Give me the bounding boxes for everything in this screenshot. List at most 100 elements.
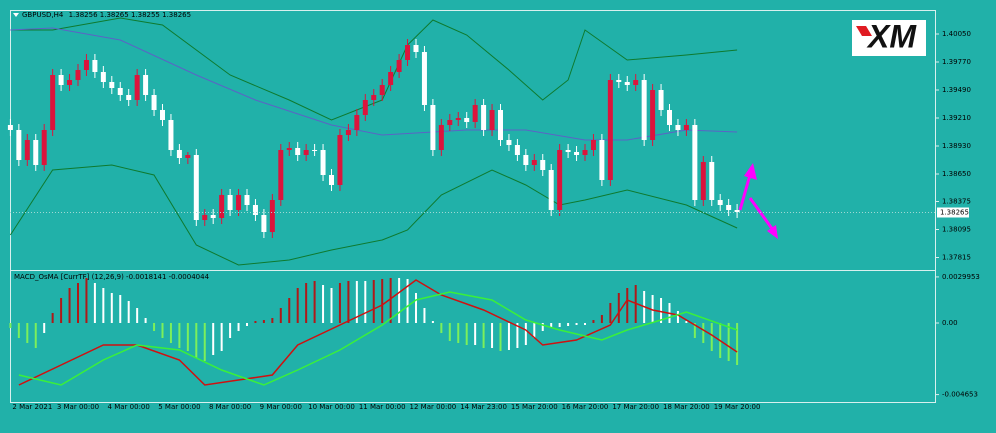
candle-body bbox=[261, 215, 267, 232]
candle-body bbox=[151, 95, 157, 110]
histogram-bar bbox=[330, 288, 333, 323]
candle-body bbox=[210, 215, 216, 218]
candle-body bbox=[582, 150, 588, 155]
candle-body bbox=[24, 140, 30, 160]
candle-body bbox=[734, 210, 740, 212]
histogram-bar bbox=[474, 323, 477, 345]
y-tick-label: 0.0029953 bbox=[942, 273, 980, 281]
histogram-bar bbox=[262, 320, 265, 323]
candle-body bbox=[590, 140, 596, 150]
candle-body bbox=[303, 150, 309, 155]
candle-body bbox=[83, 60, 89, 70]
histogram-bar bbox=[423, 308, 426, 323]
candle-body bbox=[176, 150, 182, 158]
histogram-bar bbox=[51, 313, 54, 323]
histogram-bar bbox=[77, 283, 79, 323]
histogram-bar bbox=[736, 323, 739, 365]
candle-body bbox=[430, 105, 436, 150]
histogram-bar bbox=[110, 293, 113, 323]
arrow-up-head bbox=[744, 163, 757, 180]
candle-body bbox=[345, 130, 351, 135]
candle-body bbox=[160, 110, 165, 120]
price-label: 1.38265 bbox=[940, 209, 969, 217]
histogram-bar bbox=[584, 323, 586, 325]
histogram-bar bbox=[600, 315, 603, 323]
band-line bbox=[10, 17, 738, 121]
candle-body bbox=[109, 82, 115, 88]
x-tick-label: 14 Mar 23:00 bbox=[460, 403, 507, 411]
candle-body bbox=[33, 140, 39, 165]
histogram-bar bbox=[660, 298, 663, 323]
histogram-bar bbox=[288, 298, 291, 323]
candle-body bbox=[413, 45, 419, 52]
histogram-bar bbox=[254, 321, 257, 323]
candle-body bbox=[506, 140, 512, 145]
histogram-bar bbox=[229, 323, 232, 338]
histogram-bar bbox=[186, 323, 189, 351]
histogram-bar bbox=[727, 323, 730, 361]
candle-body bbox=[371, 95, 377, 100]
histogram-bar bbox=[448, 323, 451, 341]
candle-body bbox=[252, 205, 258, 215]
candle-body bbox=[421, 52, 427, 105]
candle-body bbox=[683, 125, 689, 130]
histogram-bar bbox=[237, 323, 240, 331]
histogram-bar bbox=[676, 311, 679, 323]
histogram-bar bbox=[212, 323, 215, 355]
histogram-bar bbox=[524, 323, 527, 345]
histogram-bar bbox=[431, 321, 434, 323]
candle-body bbox=[379, 85, 385, 95]
candle-body bbox=[92, 60, 98, 72]
candle-body bbox=[667, 110, 672, 125]
candle-body bbox=[286, 148, 292, 150]
candle-body bbox=[641, 80, 647, 140]
candle-body bbox=[472, 105, 478, 122]
x-tick-label: 2 Mar 2021 bbox=[12, 403, 52, 411]
candle-body bbox=[362, 100, 368, 115]
histogram-bar bbox=[516, 323, 519, 348]
band-line bbox=[9, 164, 738, 266]
chart-header: GBPUSD,H4 1.38256 1.38265 1.38255 1.3826… bbox=[22, 11, 191, 19]
y-tick-label: 0.00 bbox=[942, 319, 958, 327]
histogram-bar bbox=[34, 323, 37, 348]
indicator-line bbox=[18, 279, 738, 386]
candle-body bbox=[396, 60, 402, 72]
candle-body bbox=[269, 200, 275, 232]
y-tick-label: 1.40050 bbox=[942, 30, 971, 38]
histogram-bar bbox=[136, 308, 139, 323]
candle-body bbox=[607, 80, 613, 180]
x-tick-label: 8 Mar 00:00 bbox=[209, 403, 251, 411]
histogram-bar bbox=[685, 321, 688, 323]
arrow-down-head bbox=[767, 225, 778, 239]
histogram-bar bbox=[550, 323, 553, 328]
histogram-bar bbox=[296, 288, 299, 323]
histogram-bar bbox=[482, 323, 485, 348]
frame bbox=[10, 10, 936, 403]
candle-body bbox=[100, 72, 106, 82]
histogram-bar bbox=[693, 323, 696, 338]
y-tick-label: 1.39490 bbox=[942, 86, 971, 94]
y-tick-label: 1.39770 bbox=[942, 58, 971, 66]
candle-body bbox=[405, 45, 411, 60]
arrow-down-shaft bbox=[748, 197, 775, 231]
candle-body bbox=[219, 195, 225, 218]
candle-body bbox=[700, 162, 706, 200]
candle-body bbox=[438, 125, 444, 150]
x-tick-label: 18 Mar 20:00 bbox=[663, 403, 710, 411]
histogram-bar bbox=[178, 323, 181, 348]
symbol: GBPUSD,H4 bbox=[22, 11, 64, 19]
histogram-bar bbox=[457, 323, 460, 343]
quote: 1.38256 1.38265 1.38255 1.38265 bbox=[69, 11, 191, 19]
y-tick-label: 1.38375 bbox=[942, 198, 971, 206]
menu-triangle bbox=[13, 13, 19, 17]
histogram-bar bbox=[144, 318, 147, 323]
x-tick-label: 10 Mar 00:00 bbox=[308, 403, 355, 411]
histogram-bar bbox=[338, 283, 341, 323]
x-tick-label: 5 Mar 00:00 bbox=[158, 403, 200, 411]
x-tick-label: 12 Mar 00:00 bbox=[410, 403, 457, 411]
y-tick-label: 1.38650 bbox=[942, 170, 971, 178]
candle-body bbox=[320, 150, 326, 175]
histogram-bar bbox=[398, 278, 401, 323]
candle-body bbox=[193, 155, 199, 220]
